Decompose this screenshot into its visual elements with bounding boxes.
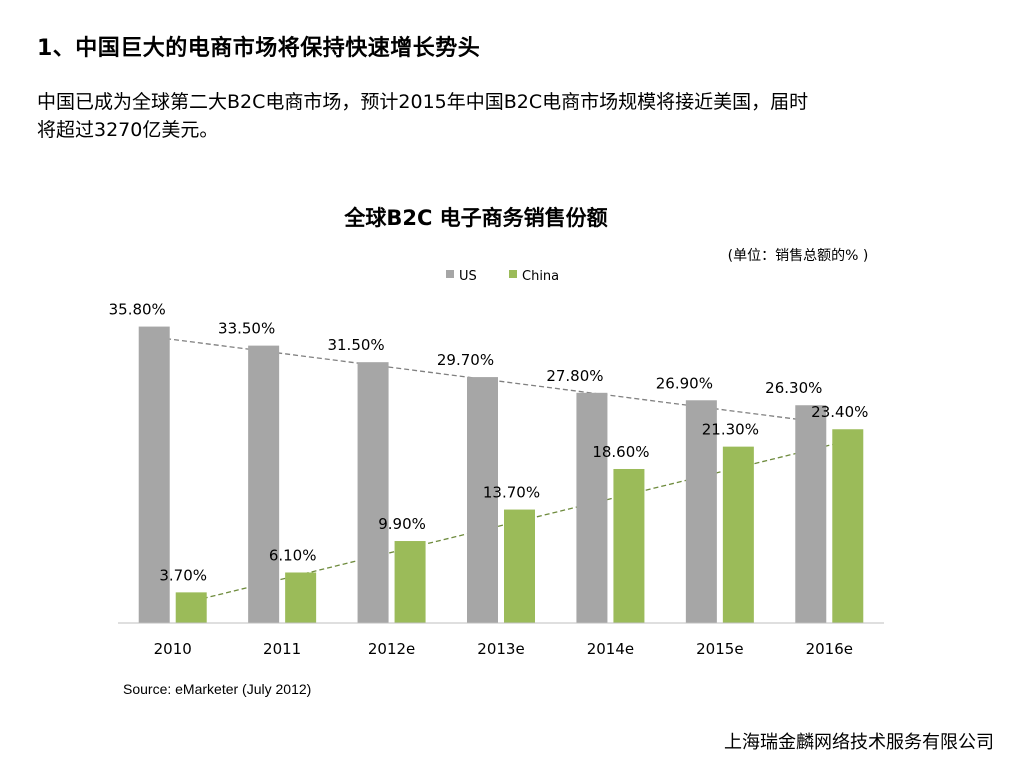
bar-us [576,392,608,623]
data-label-china: 9.90% [378,515,426,533]
x-tick-label: 2013e [477,640,524,658]
source-note: Source: eMarketer (July 2012) [123,681,312,697]
data-label-china: 23.40% [811,403,868,421]
chart-title: 全球B2C 电子商务销售份额 [343,206,607,230]
bar-china [613,468,645,623]
data-label-china: 18.60% [592,443,649,461]
data-label-us: 26.90% [656,374,713,392]
x-tick-label: 2016e [806,640,853,658]
bar-china [832,429,864,623]
intro-line-1: 中国已成为全球第二大B2C电商市场，预计2015年中国B2C电商市场规模将接近美… [37,91,809,113]
x-axis-tick-labels: 2010 2011 2012e 2013e 2014e 2015e 2016e [154,640,853,658]
intro-text: 中国已成为全球第二大B2C电商市场，预计2015年中国B2C电商市场规模将接近美… [37,88,967,144]
company-name: 上海瑞金麟网络技术服务有限公司 [724,732,994,753]
data-label-us: 31.50% [327,336,384,354]
data-label-china: 6.10% [269,546,317,564]
bar-us [357,362,389,623]
x-tick-label: 2011 [263,640,301,658]
legend-swatch-us [446,270,454,278]
x-tick-label: 2010 [154,640,192,658]
legend-swatch-china [509,270,517,278]
data-label-us: 35.80% [109,301,166,319]
data-label-china: 21.30% [702,421,759,439]
legend-label-china: China [522,269,559,284]
page-heading: 1、中国巨大的电商市场将保持快速增长势头 [37,36,481,61]
bar-china [722,446,754,623]
bar-china [504,509,535,623]
bar-china [394,541,426,623]
bar-us [138,326,170,623]
x-tick-label: 2015e [696,640,743,658]
data-label-us: 27.80% [546,367,603,385]
data-label-china: 3.70% [159,566,207,584]
bar-us [467,377,498,623]
bars [138,326,864,623]
bar-us [795,405,827,623]
data-label-us: 26.30% [765,379,822,397]
unit-note: (单位：销售总额的% ) [728,248,869,264]
bar-us [248,345,280,623]
bar-china [285,572,317,623]
x-tick-label: 2014e [587,640,634,658]
bar-us [685,400,717,623]
intro-line-2: 将超过3270亿美元。 [37,119,219,141]
chart-legend: US China [446,269,559,284]
data-label-china: 13.70% [483,484,540,502]
legend-label-us: US [459,269,477,284]
data-label-us: 29.70% [437,351,494,369]
data-labels: 35.80% 33.50% 31.50% 29.70% 27.80% 26.90% 26.3… [109,301,869,585]
x-tick-label: 2012e [368,640,415,658]
data-label-us: 33.50% [218,320,275,338]
bar-china [175,592,207,623]
